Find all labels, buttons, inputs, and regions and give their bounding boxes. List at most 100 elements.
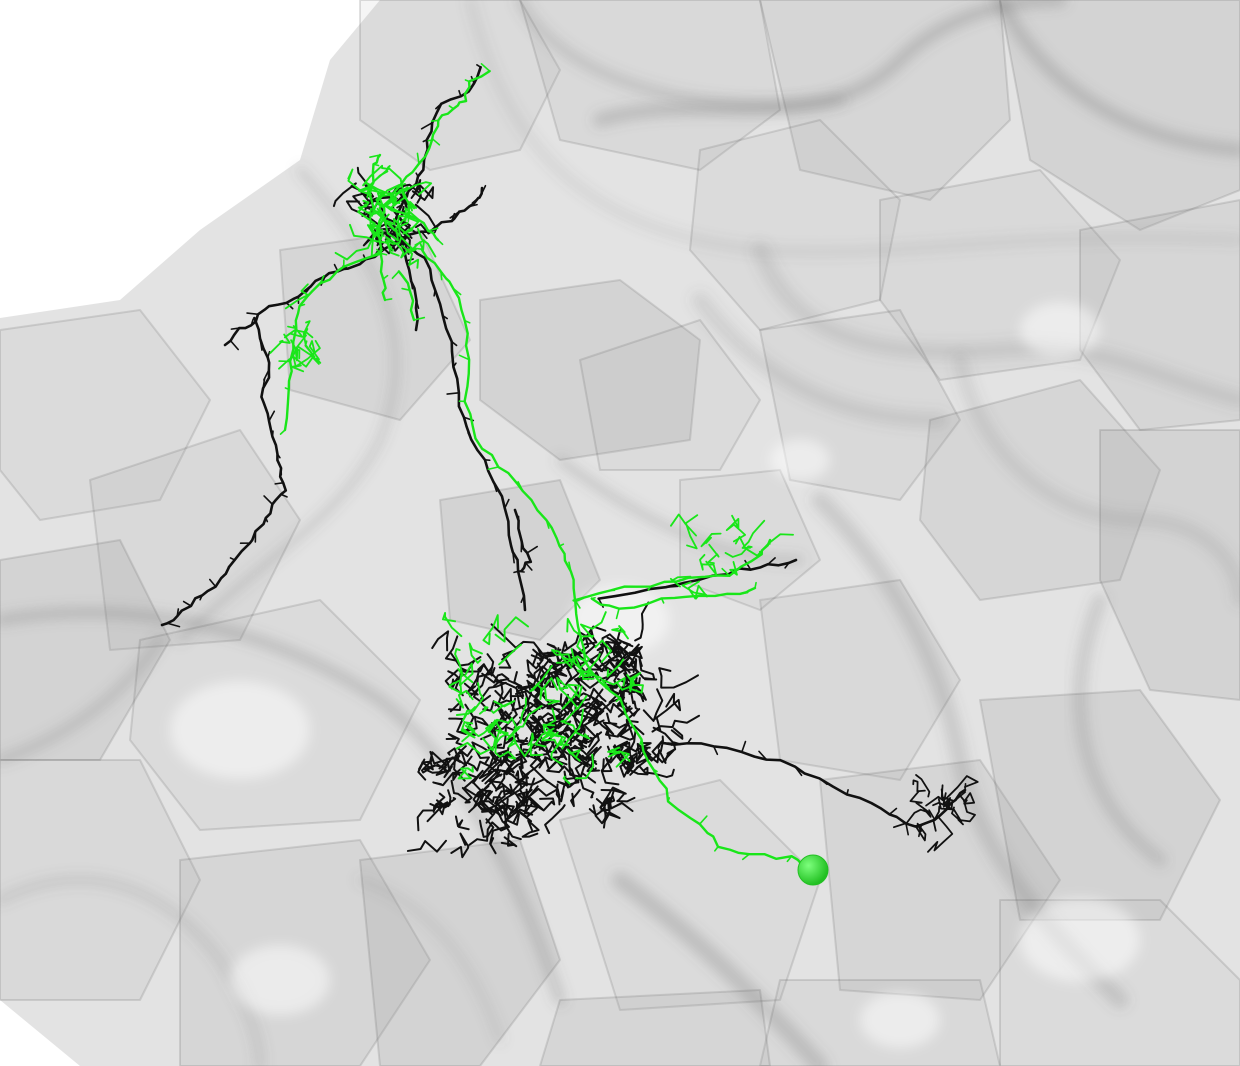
spine [396,204,403,209]
mesh-crease [691,291,949,429]
spine [391,270,400,280]
spine [480,184,487,195]
spine [410,280,414,290]
arbor-twig [932,805,941,832]
arbor-twig [406,839,448,853]
spine [476,64,482,69]
arbor-twig [653,692,682,721]
mesh-highlight [770,439,830,481]
spine [262,377,266,390]
arbor-twig [574,688,604,720]
arbor-twig [387,165,411,217]
arbor-twig [296,345,320,365]
arbor-twig [385,197,401,213]
spine [508,534,512,544]
neurite-segment [160,316,288,627]
spine [448,105,455,110]
arbor-twig [607,746,621,754]
arbor-twig [700,532,722,548]
spine [954,791,967,801]
spine [276,453,281,459]
neuron-green-skeleton [269,63,815,867]
mesh-crease [593,0,1067,127]
arbor-twig [454,648,464,677]
mesh-highlight [230,945,330,1015]
arbor-twig [385,236,415,257]
soma-marker [797,854,829,886]
arbor-twig [455,729,509,755]
arbor-twig [685,514,699,550]
arbor-twig [457,766,474,780]
arbor-twig [651,739,676,764]
arbor-twig [544,745,569,771]
spine [615,607,620,620]
spine [480,63,491,72]
arbor-twig [480,800,502,817]
arbor-twig [494,726,502,754]
arbor-twig [533,665,563,683]
arbor-twig [624,766,649,776]
arbor-twig [455,689,474,709]
arbor-twig [628,646,643,660]
arbor-twig [519,714,544,746]
spine [431,138,441,146]
arbor-twig [269,333,291,354]
arbor-twig [420,759,447,774]
arbor-twig [579,687,607,703]
spine [420,230,428,240]
spine [639,738,643,745]
arbor-twig [915,774,931,798]
mesh-highlight [570,585,670,655]
arbor-twig [643,749,670,764]
spine [319,274,325,285]
spine [430,119,440,122]
arbor-twig [582,709,618,736]
spine [712,745,719,756]
arbor-twig [605,636,619,656]
spine [517,481,524,493]
arbor-twig [529,664,553,693]
spine [420,122,433,130]
spine [372,163,380,167]
arbor-twig [658,667,699,689]
spine [413,316,426,321]
spine [225,565,230,575]
arbor-twig [495,800,519,828]
spine [503,498,510,510]
arbor-twig [545,714,569,726]
arbor-twig [622,658,638,673]
spine [382,274,389,280]
spine [452,362,457,368]
arbor-twig [587,705,605,722]
arbor-twig [616,677,641,686]
spine [384,298,393,301]
arbor-twig [687,580,708,600]
arbor-twig [563,631,596,657]
spine [263,495,274,506]
arbor-twig [568,751,589,772]
spine [427,264,432,271]
mesh-fold [1099,429,1240,701]
arbor-twig [490,700,516,714]
spine [229,557,236,561]
arbor-twig [450,779,473,804]
arbor-twig [544,687,560,705]
arbor-twig [532,682,543,696]
arbor-twig [402,216,420,235]
arbor-twig [604,729,620,740]
neurite-segment [223,238,400,347]
spine [545,519,550,529]
arbor-twig [445,747,460,772]
arbor-twig [505,750,528,776]
arbor-twig [669,575,692,588]
arbor-twig [550,737,564,766]
arbor-twig [444,635,459,662]
arbor-twig [489,826,506,855]
arbor-twig [734,533,794,557]
arbor-twig [600,786,627,795]
mesh-crease [953,353,1240,607]
arbor-twig [509,685,525,698]
arbor-twig [642,688,664,722]
